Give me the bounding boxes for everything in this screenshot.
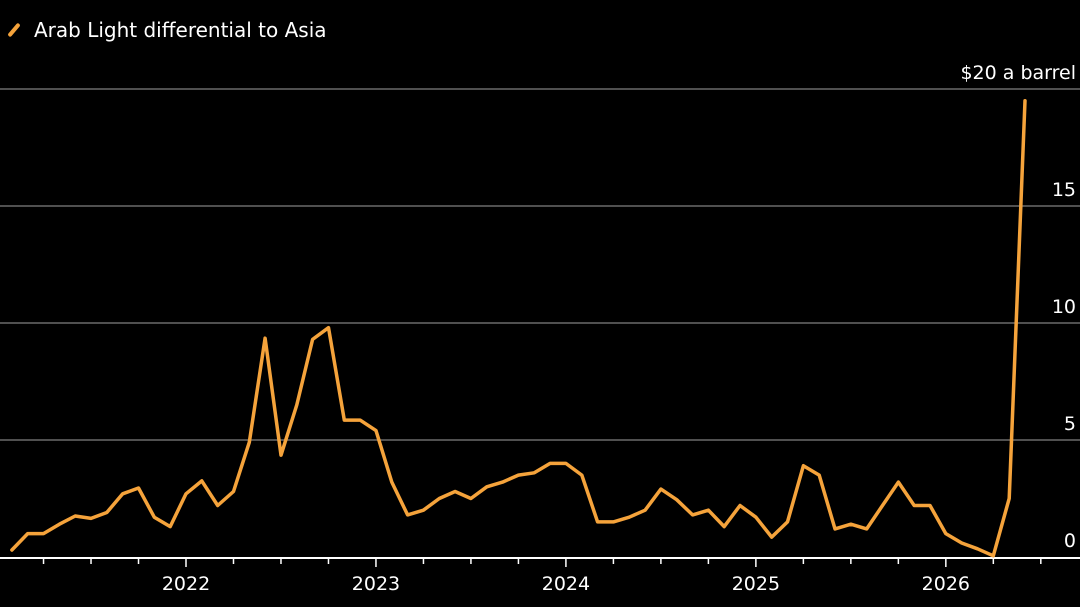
x-tick-label: 2022	[162, 573, 210, 595]
legend: Arab Light differential to Asia	[6, 18, 327, 42]
legend-label: Arab Light differential to Asia	[34, 18, 327, 42]
x-tick-label: 2023	[352, 573, 400, 595]
y-tick-label: 10	[1052, 296, 1076, 318]
x-tick-label: 2025	[732, 573, 780, 595]
y-tick-label: 0	[1064, 530, 1076, 552]
x-tick-label: 2026	[922, 573, 970, 595]
y-tick-label: $20 a barrel	[960, 62, 1076, 84]
y-tick-label: 15	[1052, 179, 1076, 201]
y-tick-label: 5	[1064, 413, 1076, 435]
series-line	[10, 98, 1027, 558]
x-tick-label: 2024	[542, 573, 590, 595]
